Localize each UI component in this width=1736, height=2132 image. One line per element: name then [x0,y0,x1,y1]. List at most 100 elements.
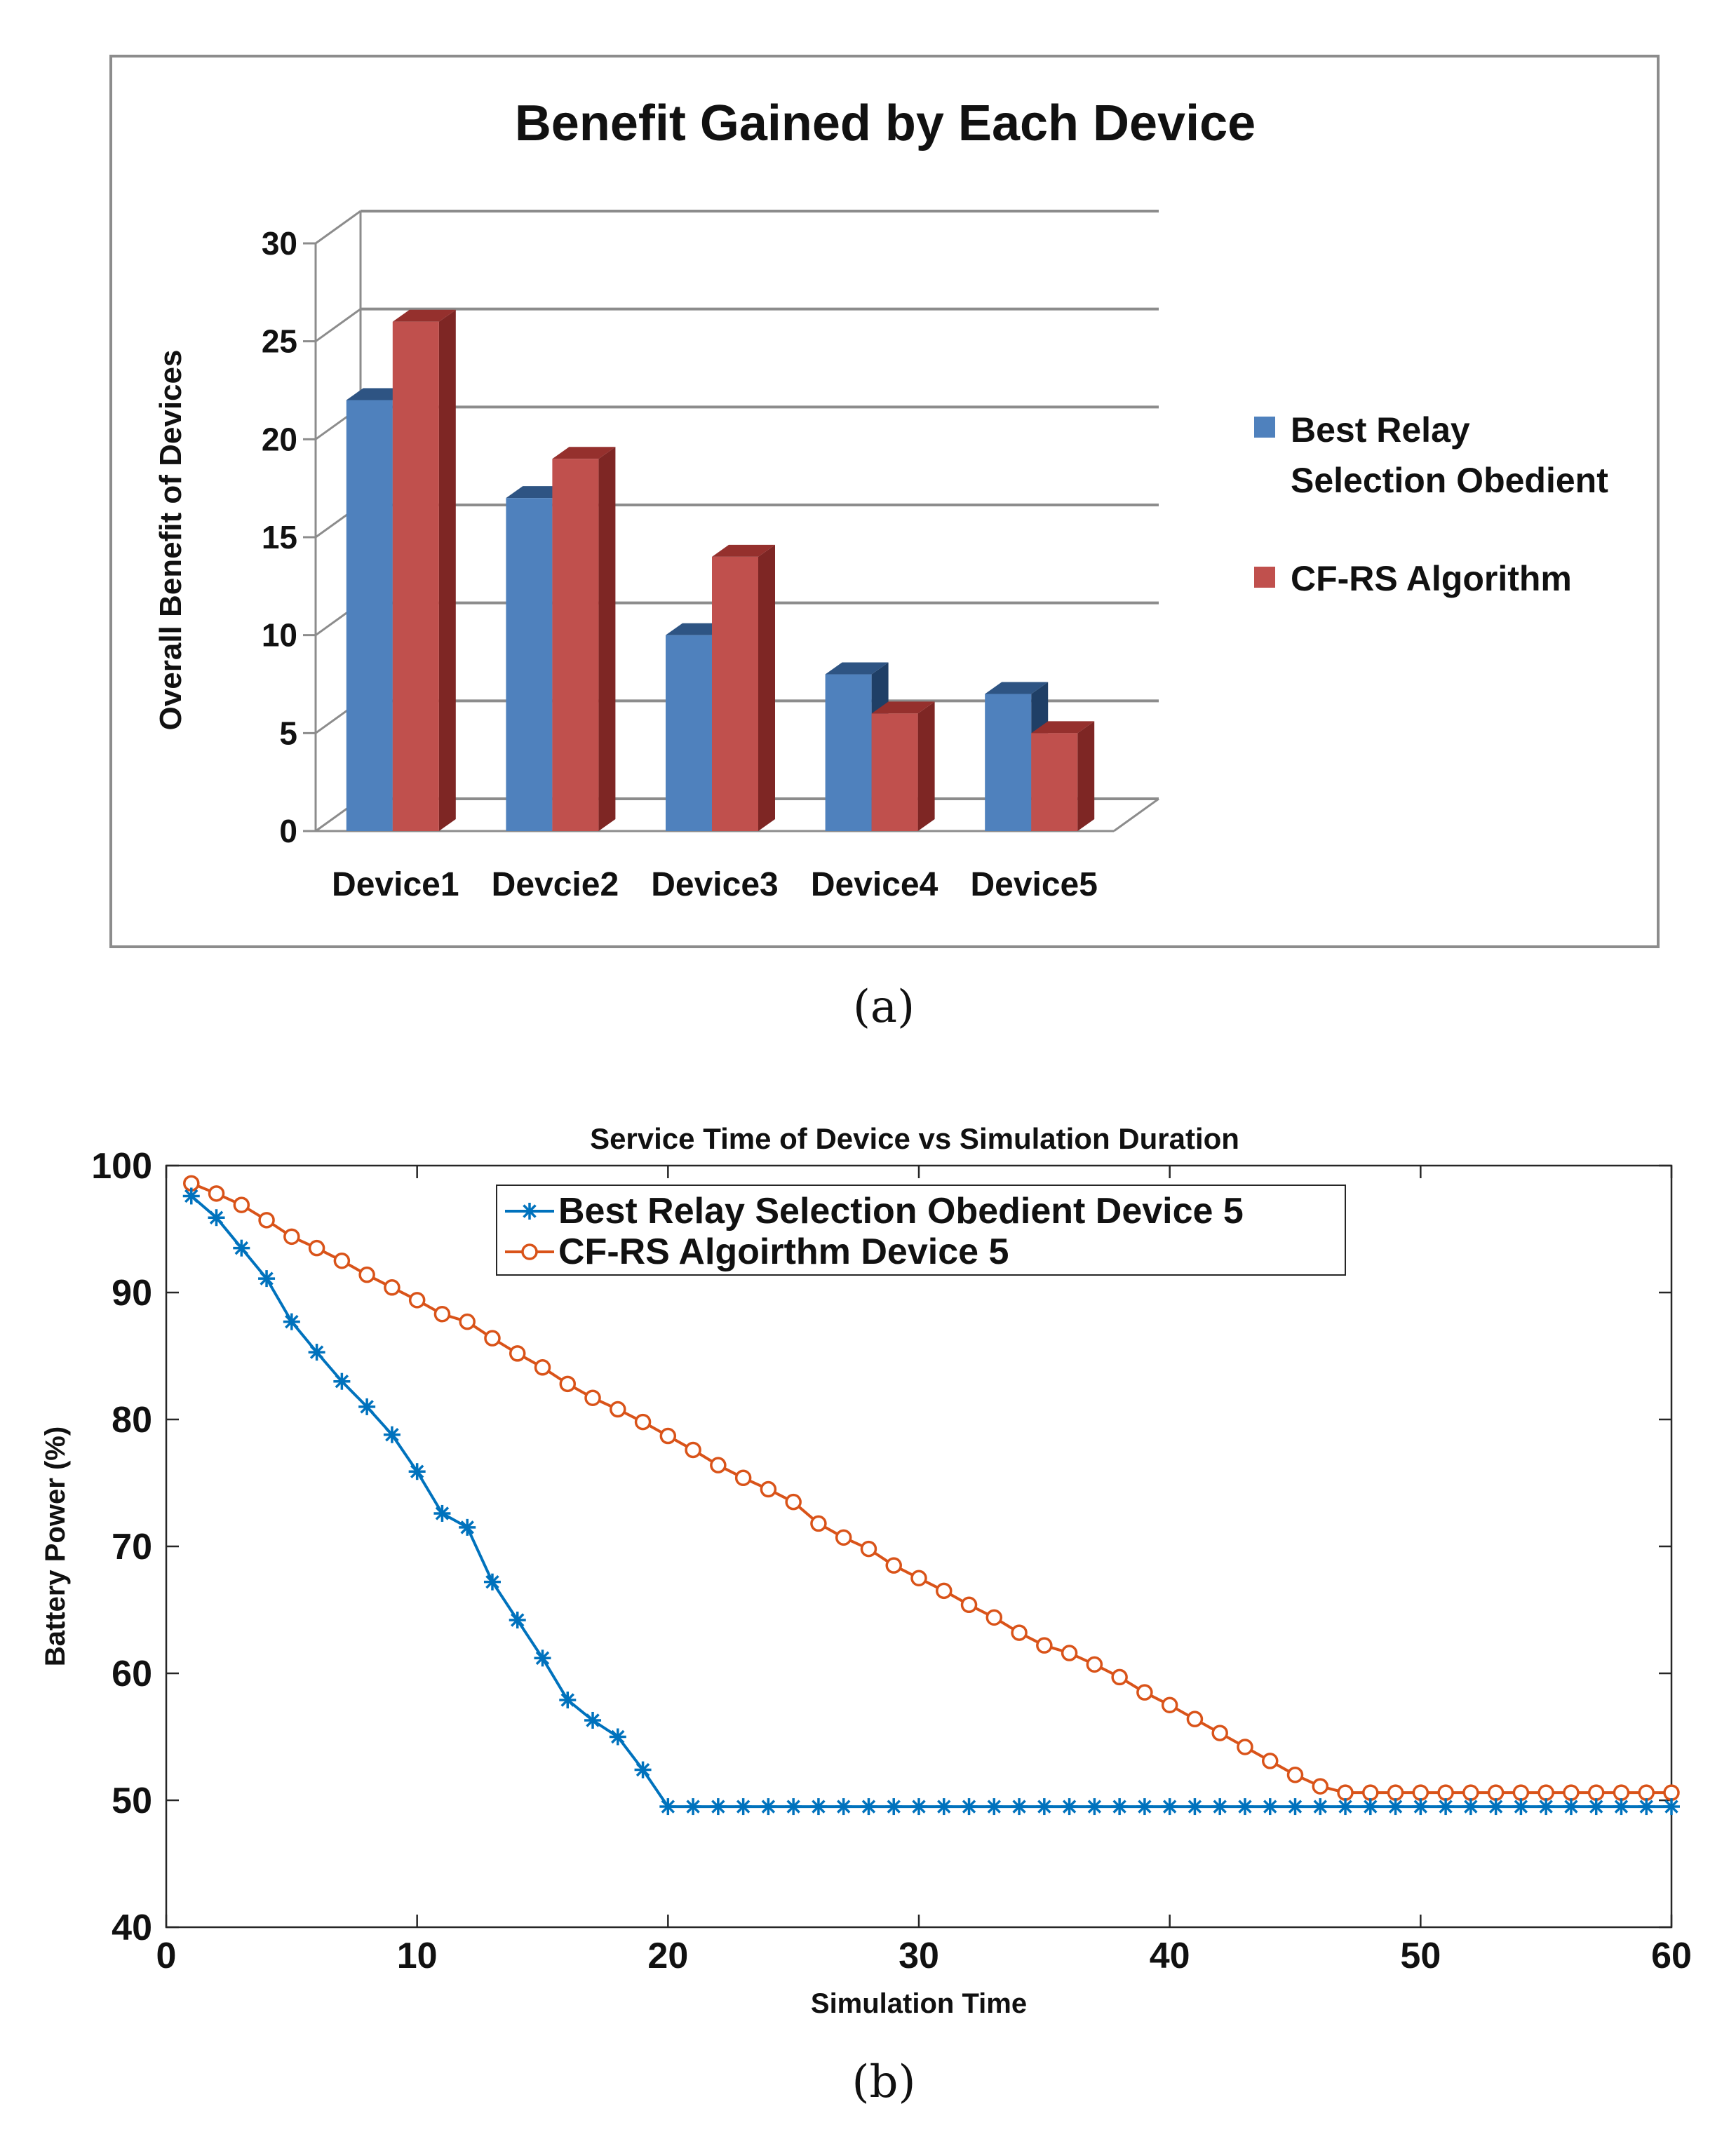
y-tick-label: 15 [262,519,297,555]
point-best-relay [1663,1798,1680,1816]
y-tick-label: 90 [112,1273,152,1314]
point-cf-rs [1312,1778,1329,1795]
point-cf-rs [584,1389,601,1406]
point-cf-rs [1211,1725,1228,1741]
point-best-relay [1487,1798,1505,1816]
bar-front [985,694,1032,831]
point-cf-rs [1462,1784,1479,1801]
point-best-relay [885,1798,903,1816]
point-best-relay [559,1692,577,1709]
point-best-relay [1337,1798,1354,1816]
legend-label-best-relay-line2: Selection Obedient [1291,461,1608,500]
point-cf-rs [433,1306,451,1323]
bar-front [346,400,393,831]
bar-top [871,701,935,714]
point-cf-rs [1086,1656,1103,1673]
bar-top [1031,721,1095,734]
point-cf-rs [1537,1784,1554,1801]
point-best-relay [1086,1798,1103,1816]
bar-front [552,459,599,831]
bar-side [917,701,935,831]
point-best-relay [433,1504,451,1522]
bar-cf-rs-Device1 [392,309,456,831]
point-best-relay [1512,1798,1530,1816]
point-cf-rs [760,1480,777,1498]
point-best-relay [483,1573,501,1591]
point-best-relay [1537,1798,1555,1816]
point-cf-rs [835,1529,852,1546]
point-cf-rs [1136,1684,1153,1701]
x-tick-label: Device4 [811,866,938,903]
y-tick-label: 60 [112,1654,152,1694]
x-tick-label: Device5 [970,866,1097,903]
point-cf-rs [1161,1696,1178,1713]
point-best-relay [1261,1798,1279,1816]
y-tick-label: 20 [262,421,297,457]
point-best-relay [935,1798,953,1816]
bar-side [598,447,616,831]
x-tick-label: Devcie2 [492,866,619,903]
point-cf-rs [308,1239,325,1257]
gridline-side [315,210,361,245]
chart-b-title: Service Time of Device vs Simulation Dur… [590,1122,1239,1155]
point-best-relay [1186,1798,1204,1816]
bar-side [758,544,775,831]
point-cf-rs [1237,1739,1253,1755]
series-line-best-relay [190,1194,1671,1809]
point-cf-rs [333,1253,351,1269]
y-tick-label: 80 [112,1400,152,1441]
legend-label-best-relay-device5: Best Relay Selection Obedient Device 5 [558,1191,1244,1232]
point-cf-rs [358,1266,375,1283]
y-tick-label: 70 [112,1527,152,1567]
bar-front [712,556,758,831]
point-best-relay [985,1798,1003,1816]
point-best-relay [308,1344,325,1361]
legend-marker-circle [521,1243,538,1260]
point-cf-rs [408,1292,426,1309]
point-best-relay [634,1761,652,1779]
point-cf-rs [1487,1784,1505,1801]
chart-b-legend: Best Relay Selection Obedient Device 5 C… [496,1185,1346,1276]
bar-front [1031,733,1078,831]
point-cf-rs [1387,1784,1404,1801]
chart-b: Service Time of Device vs Simulation Dur… [40,1122,1692,2019]
bar-front [392,321,439,831]
point-best-relay [860,1798,877,1816]
chart-a-y-axis-label: Overall Benefit of Devices [154,350,188,731]
point-cf-rs [734,1469,752,1487]
point-cf-rs [283,1228,300,1246]
y-tick-label: 50 [112,1781,152,1821]
bar-side [1077,721,1095,831]
point-best-relay [1061,1798,1078,1816]
point-best-relay [383,1426,401,1443]
x-tick-label: Device3 [651,866,778,903]
point-cf-rs [785,1493,802,1511]
point-best-relay [1412,1798,1429,1816]
point-best-relay [182,1187,200,1205]
point-cf-rs [1111,1668,1128,1686]
point-best-relay [1136,1798,1153,1816]
point-best-relay [459,1518,476,1536]
chart-a-y-ticks: 0 5 10 15 20 25 30 [262,225,316,849]
x-tick-label: Device1 [332,866,459,903]
point-best-relay [358,1398,376,1415]
legend-label-best-relay-line1: Best Relay [1291,410,1470,450]
point-cf-rs [1036,1637,1053,1654]
legend-swatch-cf-rs [1254,567,1275,588]
point-best-relay [1286,1798,1304,1816]
y-tick-label: 25 [262,323,297,360]
point-best-relay [835,1798,852,1816]
point-best-relay [1587,1798,1605,1816]
point-best-relay [1462,1798,1479,1816]
bar-front [666,635,712,831]
point-cf-rs [1061,1645,1078,1661]
point-cf-rs [1286,1767,1304,1783]
point-cf-rs [258,1212,275,1229]
chart-a-legend: Best Relay Selection Obedient CF-RS Algo… [1254,410,1608,598]
point-best-relay [809,1798,827,1816]
point-cf-rs [910,1570,927,1586]
point-best-relay [233,1239,250,1257]
legend-label-cf-rs-device5: CF-RS Algoirthm Device 5 [558,1232,1009,1272]
point-best-relay [584,1711,602,1729]
chart-a-x-ticks: Device1 Devcie2 Device3 Device4 Device5 [332,866,1098,903]
